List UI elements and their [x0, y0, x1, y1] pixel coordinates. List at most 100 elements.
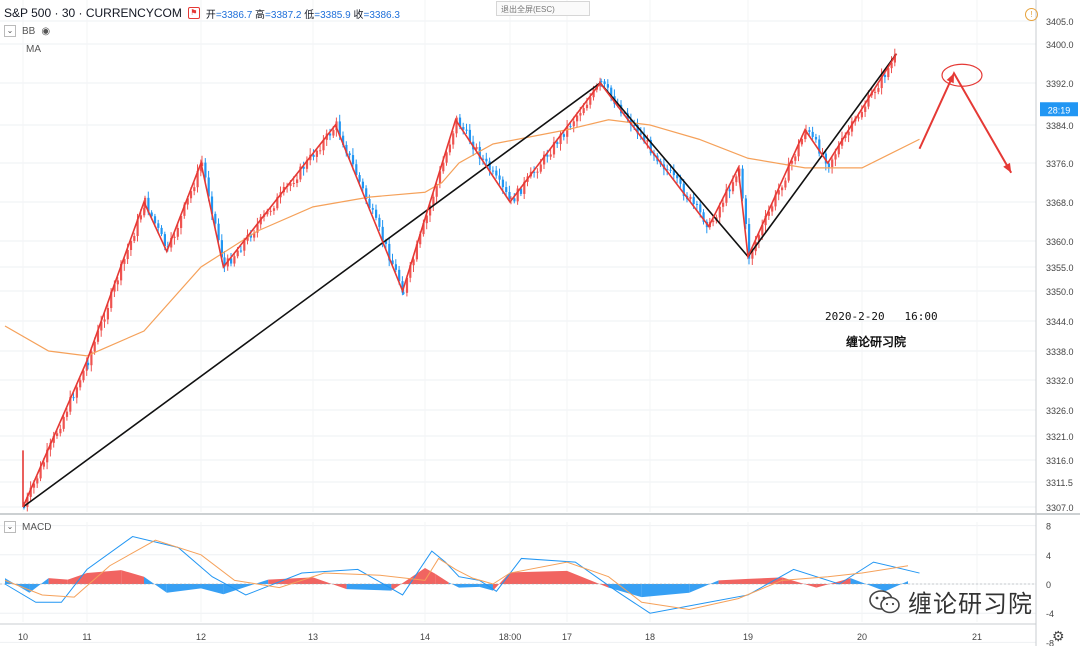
candle-body	[196, 170, 199, 188]
candle-body	[103, 319, 106, 322]
candle-body	[844, 135, 847, 139]
candle-body	[233, 256, 236, 264]
candle-body	[523, 181, 526, 194]
macd-indicator-row[interactable]: ⌄ MACD	[4, 521, 51, 533]
candle-body	[797, 144, 800, 157]
candle-body	[136, 219, 139, 237]
exit-fullscreen-button[interactable]: 退出全屏(ESC)	[496, 1, 590, 16]
price-tick-label: 3332.0	[1046, 376, 1074, 386]
candle-body	[432, 196, 435, 206]
candle-body	[351, 155, 355, 165]
candle-body	[116, 280, 119, 285]
candle-body	[818, 139, 821, 154]
symbol-title[interactable]: S&P 500 · 30 · CURRENCYCOM	[4, 6, 182, 20]
macd-label[interactable]: MACD	[22, 521, 52, 533]
candle-body	[183, 204, 186, 216]
ma-line	[4, 119, 920, 357]
candle-body	[702, 212, 705, 222]
candle-body	[82, 370, 85, 381]
candle-body	[455, 122, 458, 134]
candle-body	[72, 397, 75, 399]
chevron-down-icon[interactable]: ⌄	[4, 521, 16, 533]
macd-panel	[0, 536, 1036, 614]
candle-body	[207, 177, 210, 197]
candle-body	[160, 227, 163, 235]
candle-body	[23, 506, 26, 508]
candle-body	[562, 134, 565, 137]
bb-indicator-row[interactable]: ⌄ BB ◉	[4, 25, 50, 37]
watermark-text: 缠论研习院	[908, 590, 1033, 618]
candle-body	[26, 496, 29, 507]
bb-label[interactable]: BB	[22, 25, 36, 37]
down-arrowhead	[1003, 162, 1012, 173]
time-tick-label: 19	[743, 632, 753, 642]
high-value: =3387.2	[265, 9, 302, 21]
candle-body	[692, 196, 695, 204]
open-value: =3386.7	[215, 9, 253, 21]
current-price-tag	[1040, 102, 1078, 117]
candle-body	[243, 240, 246, 251]
candle-body	[757, 235, 761, 242]
macd-histogram-bar	[87, 570, 122, 584]
ma-indicator-row[interactable]: MA	[26, 44, 41, 55]
candle-body	[748, 224, 751, 259]
candle-body	[46, 449, 49, 463]
candle-body	[381, 226, 384, 241]
candle-body	[79, 380, 82, 388]
candle-body	[143, 207, 146, 216]
candle-body	[75, 387, 78, 398]
signal-line	[4, 539, 909, 611]
macd-histogram-bar	[313, 577, 347, 590]
candle-body	[199, 166, 202, 171]
candle-body	[398, 269, 401, 282]
candle-body	[329, 133, 332, 136]
macd-histogram-bar	[641, 584, 690, 598]
gear-icon[interactable]: ⚙	[1052, 628, 1065, 644]
candle-body	[689, 196, 692, 199]
candle-body	[422, 223, 425, 235]
chevron-down-icon[interactable]: ⌄	[4, 25, 16, 37]
candle-body	[566, 126, 569, 137]
ma-label[interactable]: MA	[26, 44, 41, 55]
candle-body	[501, 179, 504, 188]
candle-body	[850, 121, 854, 132]
candle-body	[857, 117, 860, 119]
alert-icon[interactable]: !	[1025, 8, 1038, 21]
candle-body	[764, 215, 767, 226]
candle-body	[173, 236, 176, 238]
candle-body	[883, 75, 887, 78]
candle-body	[412, 259, 415, 266]
candle-body	[679, 178, 682, 184]
candle-body	[276, 197, 279, 209]
candle-body	[384, 240, 388, 244]
candle-body	[880, 75, 883, 89]
macd-histogram-bar	[782, 577, 817, 588]
macd-histogram-bar	[166, 584, 201, 593]
low-value: =3385.9	[314, 9, 351, 21]
candle-body	[771, 206, 774, 212]
candle-body	[438, 171, 442, 185]
candle-body	[87, 362, 90, 366]
candle-body	[834, 154, 837, 160]
candle-body	[589, 97, 592, 105]
time-tick-label: 17	[562, 632, 572, 642]
candle-body	[682, 183, 685, 196]
flag-icon[interactable]: ⚑	[187, 7, 200, 19]
candle-body	[322, 139, 325, 151]
candle-body	[96, 330, 100, 342]
candle-body	[498, 175, 501, 180]
candle-body	[485, 158, 488, 162]
time-tick-label: 20	[857, 632, 867, 642]
price-tick-label: 3360.0	[1046, 237, 1074, 247]
eye-icon[interactable]: ◉	[41, 25, 51, 37]
time-tick-label: 12	[196, 632, 206, 642]
candle-body	[784, 180, 787, 188]
candle-body	[699, 204, 702, 213]
candle-body	[751, 251, 754, 259]
candle-body	[712, 220, 715, 223]
macd-histogram-bar	[689, 580, 719, 593]
candle-body	[585, 104, 589, 109]
candle-body	[774, 194, 777, 207]
